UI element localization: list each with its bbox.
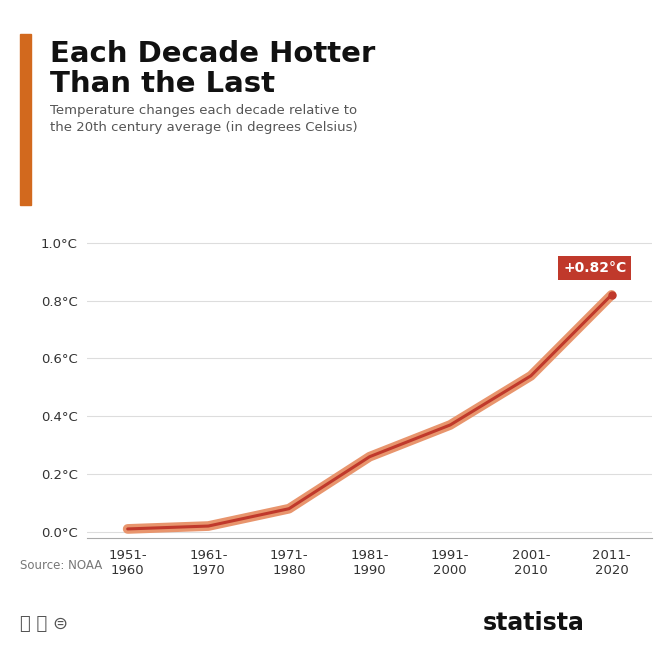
Polygon shape — [588, 627, 621, 660]
Text: Temperature changes each decade relative to: Temperature changes each decade relative… — [50, 104, 358, 117]
Text: Each Decade Hotter: Each Decade Hotter — [50, 40, 376, 69]
Text: Source: NOAA: Source: NOAA — [20, 559, 102, 572]
Text: Than the Last: Than the Last — [50, 70, 276, 98]
Text: +0.82°C: +0.82°C — [563, 261, 626, 275]
Text: statista: statista — [482, 611, 585, 635]
Text: the 20th century average (in degrees Celsius): the 20th century average (in degrees Cel… — [50, 121, 358, 134]
Text: Ⓒ Ⓢ ⊜: Ⓒ Ⓢ ⊜ — [20, 615, 69, 633]
